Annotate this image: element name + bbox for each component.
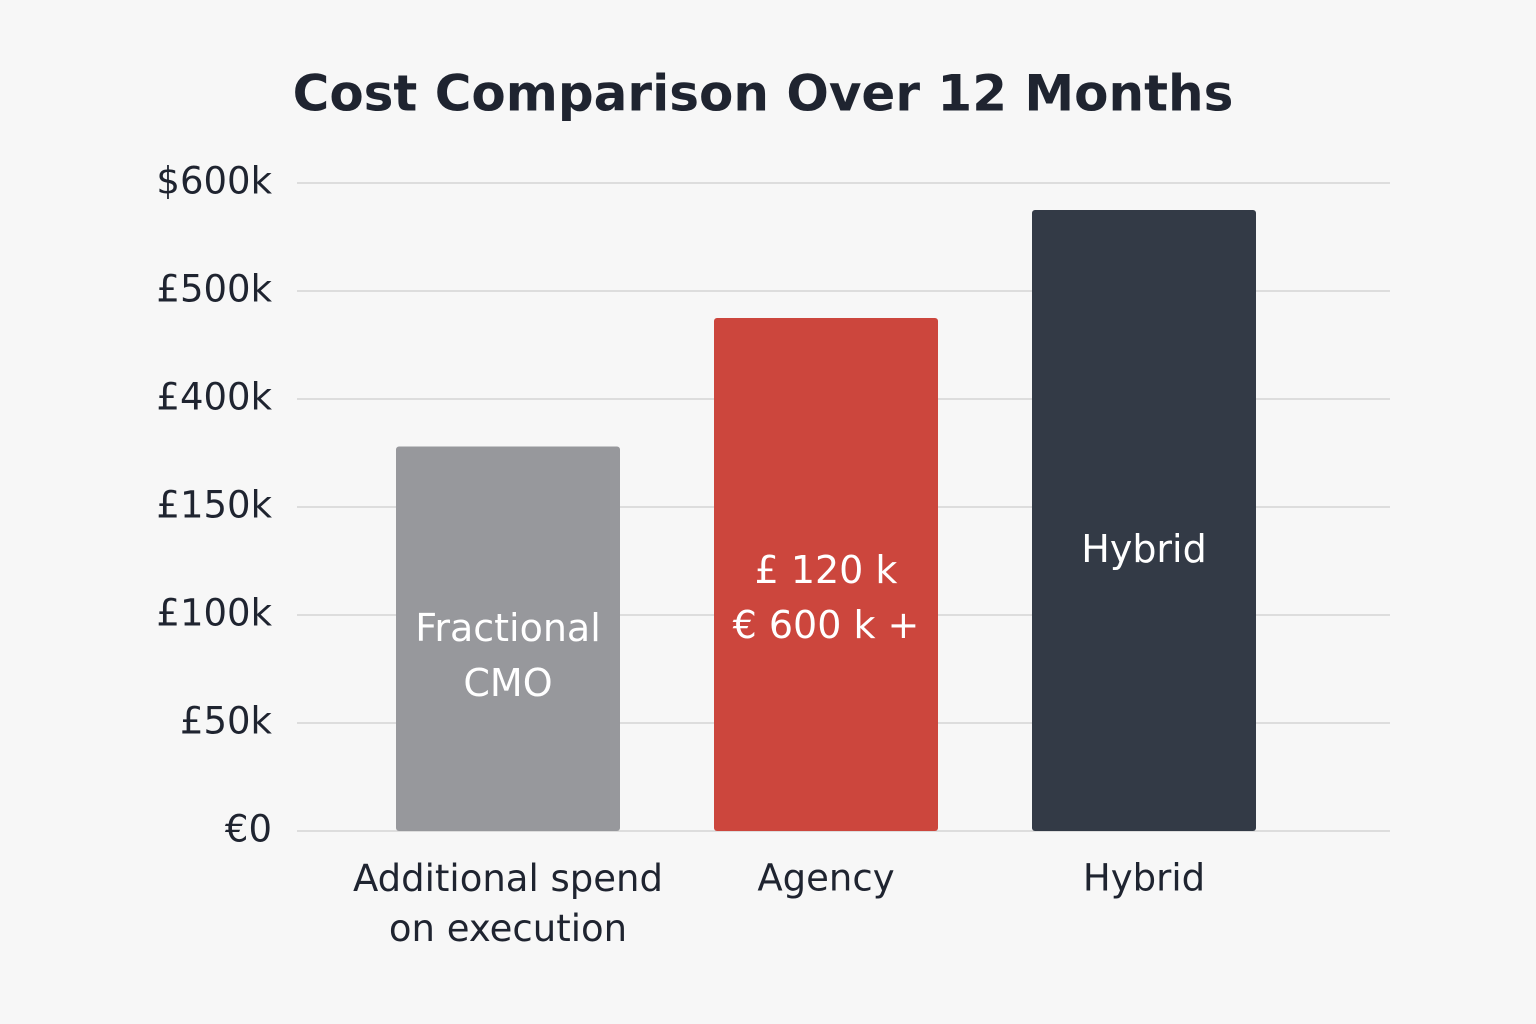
bar [396, 446, 620, 831]
y-tick-label: £50k [180, 700, 273, 743]
bar-label: CMO [463, 661, 552, 705]
bar-label: Fractional [415, 606, 601, 650]
bar-label: £ 120 k [755, 548, 898, 592]
y-tick-label: £400k [156, 376, 272, 419]
y-tick-label: £150k [156, 484, 272, 527]
x-tick-label: Additional spend on execution [353, 857, 663, 950]
x-tick-label: Hybrid [1083, 857, 1205, 900]
y-tick-label: $600k [156, 160, 272, 203]
chart-title: Cost Comparison Over 12 Months [293, 65, 1234, 123]
y-tick-label: €0 [225, 808, 272, 851]
bar-label: € 600 k + [733, 603, 920, 647]
bar [1032, 210, 1256, 831]
y-tick-label: £100k [156, 592, 272, 635]
bar-label: Hybrid [1081, 527, 1207, 571]
y-tick-label: £500k [156, 268, 272, 311]
x-tick-label: Agency [757, 857, 894, 900]
bar [714, 318, 938, 831]
